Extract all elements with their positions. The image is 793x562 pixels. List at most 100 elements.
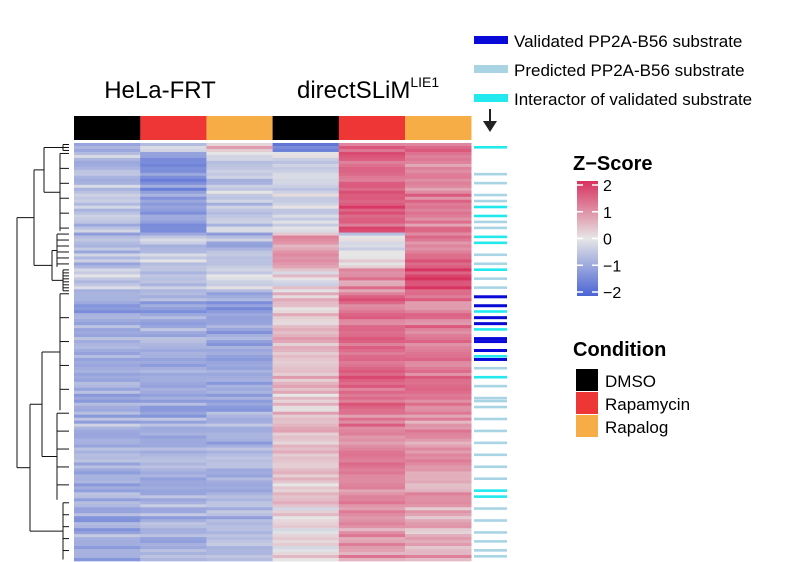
heatmap-cell bbox=[338, 247, 406, 251]
heatmap-cell bbox=[140, 483, 207, 487]
heatmap-cell bbox=[272, 462, 340, 466]
annotation-mark-validated bbox=[474, 337, 507, 341]
condition-cell bbox=[338, 116, 406, 140]
heatmap-cell bbox=[206, 196, 273, 201]
heatmap-cell bbox=[338, 501, 406, 505]
heatmap-cell bbox=[405, 414, 472, 419]
heatmap-cell bbox=[338, 163, 406, 168]
heatmap-cell bbox=[140, 420, 207, 425]
heatmap-cell bbox=[140, 154, 207, 159]
heatmap-cell bbox=[405, 202, 472, 207]
heatmap-cell bbox=[74, 447, 141, 451]
heatmap-cell bbox=[405, 187, 472, 192]
heatmap-cell bbox=[338, 283, 406, 287]
heatmap-cell bbox=[74, 558, 141, 562]
heatmap-cell bbox=[74, 528, 141, 532]
heatmap-cell bbox=[405, 232, 472, 236]
heatmap-cell bbox=[206, 552, 273, 556]
row-dendrogram bbox=[16, 143, 69, 560]
condition-bar bbox=[74, 116, 472, 140]
heatmap-cell bbox=[338, 322, 406, 326]
annotation-mark-validated bbox=[474, 349, 507, 353]
heatmap-cell bbox=[405, 145, 472, 150]
heatmap-cell bbox=[74, 193, 141, 198]
legend-label-dmso: DMSO bbox=[605, 372, 656, 391]
heatmap-cell bbox=[206, 307, 273, 311]
heatmap-cell bbox=[74, 480, 141, 484]
heatmap-cell bbox=[74, 271, 141, 275]
heatmap-cell bbox=[405, 504, 472, 508]
annotation-mark-predicted bbox=[474, 429, 507, 433]
heatmap-cell bbox=[405, 238, 472, 242]
heatmap-cell bbox=[74, 444, 141, 448]
heatmap-cell bbox=[140, 145, 207, 150]
heatmap-cell bbox=[272, 468, 340, 472]
heatmap-cell bbox=[206, 489, 273, 493]
heatmap-cell bbox=[206, 250, 273, 254]
heatmap-cell bbox=[140, 501, 207, 505]
heatmap-cell bbox=[140, 322, 207, 326]
heatmap-cell bbox=[405, 480, 472, 484]
heatmap-cell bbox=[405, 175, 472, 180]
heatmap-cell bbox=[272, 166, 340, 171]
annotation-mark-predicted bbox=[474, 477, 507, 480]
annotation-mark-predicted bbox=[474, 405, 507, 409]
heatmap-cell bbox=[338, 268, 406, 272]
heatmap-cell bbox=[206, 301, 273, 305]
heatmap-cell bbox=[338, 453, 406, 457]
heatmap-cell bbox=[206, 163, 273, 168]
heatmap-cell bbox=[405, 325, 472, 329]
heatmap-cell bbox=[338, 519, 406, 523]
heatmap-cell bbox=[338, 331, 406, 335]
heatmap-cell bbox=[338, 271, 406, 275]
annotation-mark-predicted bbox=[474, 549, 507, 552]
heatmap-cell bbox=[272, 277, 340, 281]
heatmap-cell bbox=[206, 525, 273, 529]
heatmap-cell bbox=[405, 429, 472, 433]
heatmap-cell bbox=[140, 549, 207, 553]
heatmap-cell bbox=[140, 256, 207, 260]
heatmap-cell bbox=[272, 181, 340, 186]
heatmap-cell bbox=[338, 516, 406, 520]
annotation-mark-interactor bbox=[474, 205, 507, 209]
annotation-mark-validated bbox=[474, 322, 507, 326]
heatmap-cell bbox=[338, 325, 406, 329]
legend-label-predicted: Predicted PP2A-B56 substrate bbox=[514, 61, 745, 80]
heatmap-cell bbox=[206, 190, 273, 195]
heatmap-cell bbox=[74, 504, 141, 508]
heatmap-cell bbox=[74, 510, 141, 514]
heatmap-cell bbox=[272, 357, 340, 362]
heatmap-cell bbox=[405, 181, 472, 186]
heatmap-cell bbox=[338, 513, 406, 517]
heatmap-cell bbox=[405, 292, 472, 296]
heatmap-cell bbox=[405, 366, 472, 371]
heatmap-cell bbox=[338, 384, 406, 389]
heatmap-cell bbox=[338, 169, 406, 174]
heatmap-cell bbox=[405, 456, 472, 460]
heatmap-cell bbox=[405, 420, 472, 425]
heatmap-cell bbox=[272, 193, 340, 198]
heatmap-cell bbox=[74, 199, 141, 204]
annotation-mark-predicted bbox=[474, 193, 507, 197]
heatmap-cell bbox=[206, 534, 273, 538]
heatmap-cell bbox=[140, 384, 207, 389]
heatmap-cell bbox=[405, 474, 472, 478]
heatmap-cell bbox=[206, 157, 273, 162]
heatmap-cell bbox=[272, 543, 340, 547]
heatmap-cell bbox=[206, 145, 273, 150]
heatmap-cell bbox=[140, 474, 207, 478]
heatmap-cell bbox=[272, 265, 340, 269]
heatmap-cell bbox=[338, 408, 406, 413]
heatmap-cell bbox=[206, 319, 273, 323]
heatmap-cell bbox=[206, 286, 273, 290]
heatmap-cell bbox=[140, 459, 207, 463]
heatmap-cell bbox=[74, 432, 141, 436]
heatmap-cell bbox=[405, 166, 472, 171]
annotation-mark-predicted bbox=[474, 540, 507, 543]
heatmap-cell bbox=[405, 405, 472, 410]
heatmap-cell bbox=[140, 346, 207, 350]
heatmap-cell bbox=[206, 540, 273, 544]
heatmap-cell bbox=[338, 154, 406, 159]
heatmap-cell bbox=[74, 181, 141, 186]
heatmap-cell bbox=[206, 543, 273, 547]
